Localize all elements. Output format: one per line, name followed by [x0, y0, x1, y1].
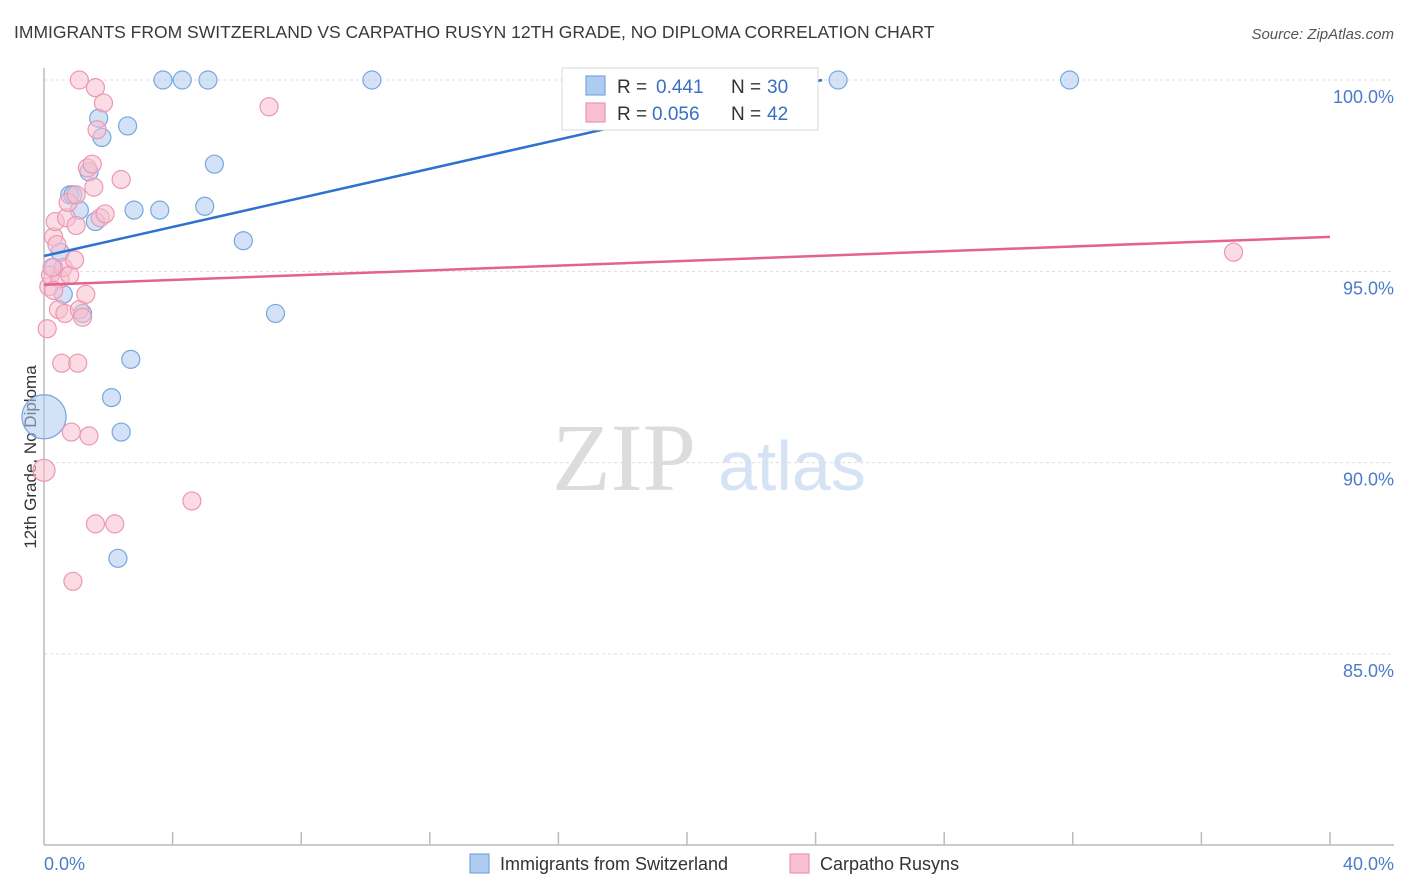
data-point: [108, 548, 128, 568]
data-point: [198, 70, 218, 90]
data-point: [259, 97, 279, 117]
data-point: [85, 78, 106, 98]
data-point: [265, 303, 286, 324]
x-tick-label-min: 0.0%: [44, 854, 85, 874]
legend-n-label-carpatho-rusyns: N =: [731, 104, 761, 125]
bottom-legend-swatch-carpatho-rusyns: [789, 853, 810, 874]
data-point: [204, 154, 224, 174]
data-point: [233, 231, 253, 251]
data-point: [64, 250, 85, 270]
data-point: [172, 70, 192, 90]
data-point: [84, 177, 104, 197]
chart-title: IMMIGRANTS FROM SWITZERLAND VS CARPATHO …: [14, 22, 935, 42]
data-point: [93, 93, 114, 113]
data-point: [32, 458, 56, 482]
data-point: [105, 514, 125, 534]
y-axis-label: 12th Grade, No Diploma: [21, 365, 40, 549]
y-tick-label: 95.0%: [1343, 278, 1394, 298]
series-switzerland-points: [21, 70, 1080, 568]
data-point: [124, 200, 144, 220]
legend-swatch-carpatho-rusyns: [585, 102, 606, 123]
legend-r-value-switzerland: 0.441: [656, 77, 704, 98]
y-axis-tick-labels: 100.0% 95.0% 90.0% 85.0%: [1333, 87, 1394, 681]
data-point: [85, 514, 106, 534]
legend-r-label-carpatho-rusyns: R =: [617, 104, 647, 125]
trendline-carpatho-rusyns: [43, 235, 1331, 286]
x-tick-label-max: 40.0%: [1343, 854, 1394, 874]
data-point: [68, 353, 88, 373]
data-point: [44, 280, 64, 301]
data-point: [121, 349, 141, 369]
gridlines: [44, 79, 1394, 655]
series-carpatho-rusyns-points: [32, 70, 1244, 591]
stats-legend: R = 0.441 N = 30 R = 0.056 N = 42: [561, 67, 819, 131]
data-point: [95, 204, 115, 224]
series-legend: Immigrants from Switzerland Carpatho Rus…: [469, 853, 959, 874]
data-point: [87, 120, 107, 140]
data-point: [42, 257, 62, 278]
data-point: [52, 353, 72, 373]
y-tick-label: 100.0%: [1333, 87, 1394, 107]
data-point: [362, 70, 382, 90]
data-point: [828, 70, 848, 90]
chart-source: Source: ZipAtlas.com: [1251, 26, 1394, 43]
data-point: [111, 422, 131, 442]
legend-n-label-switzerland: N =: [731, 77, 761, 98]
data-point: [1059, 70, 1080, 90]
data-point: [117, 116, 138, 136]
legend-n-value-carpatho-rusyns: 42: [767, 104, 788, 125]
watermark-atlas: atlas: [718, 427, 866, 505]
data-point: [66, 185, 86, 205]
x-axis-ticks: [171, 832, 1331, 845]
y-tick-label: 85.0%: [1343, 661, 1394, 681]
data-point: [111, 169, 131, 190]
data-point: [63, 571, 83, 591]
data-point: [76, 284, 96, 304]
data-point: [66, 215, 86, 236]
data-point: [61, 422, 81, 442]
data-point: [21, 394, 67, 440]
legend-n-value-switzerland: 30: [767, 77, 788, 98]
data-point: [195, 196, 215, 216]
data-point: [150, 200, 170, 220]
bottom-legend-label-carpatho-rusyns: Carpatho Rusyns: [820, 854, 959, 874]
data-point: [101, 388, 122, 408]
data-point: [82, 154, 102, 174]
watermark: ZIP atlas: [552, 404, 866, 511]
legend-r-label-switzerland: R =: [617, 77, 647, 98]
data-point: [182, 491, 202, 511]
watermark-zip: ZIP: [552, 404, 696, 511]
bottom-legend-label-switzerland: Immigrants from Switzerland: [500, 854, 728, 874]
data-point: [153, 70, 173, 90]
data-point: [1223, 242, 1244, 262]
bottom-legend-swatch-switzerland: [469, 853, 490, 874]
legend-r-value-carpatho-rusyns: 0.056: [652, 104, 700, 125]
y-tick-label: 90.0%: [1343, 470, 1394, 490]
data-point: [37, 319, 57, 339]
legend-swatch-switzerland: [585, 75, 606, 96]
data-point: [69, 70, 89, 90]
data-point: [79, 426, 99, 446]
data-point: [72, 307, 93, 327]
